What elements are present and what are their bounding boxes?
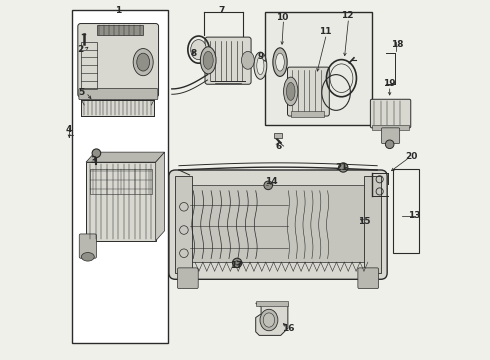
Text: 19: 19: [383, 79, 396, 88]
Bar: [256, 301, 288, 306]
Polygon shape: [256, 303, 288, 336]
Ellipse shape: [242, 51, 254, 69]
Bar: [274, 133, 282, 138]
Bar: [175, 176, 193, 273]
Text: 2: 2: [77, 45, 83, 54]
Text: 7: 7: [219, 6, 225, 15]
Ellipse shape: [203, 51, 213, 69]
Ellipse shape: [133, 49, 153, 76]
Ellipse shape: [273, 48, 287, 76]
Ellipse shape: [191, 40, 206, 60]
FancyBboxPatch shape: [177, 268, 198, 289]
FancyBboxPatch shape: [370, 99, 411, 128]
FancyBboxPatch shape: [288, 67, 329, 116]
Text: 11: 11: [319, 27, 332, 36]
FancyBboxPatch shape: [79, 234, 97, 258]
Text: 18: 18: [391, 40, 403, 49]
Ellipse shape: [339, 163, 348, 172]
Text: 21: 21: [335, 163, 348, 172]
Bar: [86, 162, 156, 241]
FancyBboxPatch shape: [169, 170, 387, 279]
Bar: [81, 42, 97, 89]
Text: 12: 12: [341, 11, 353, 20]
Text: 4: 4: [66, 126, 73, 135]
Text: 16: 16: [282, 324, 294, 333]
Bar: [292, 111, 323, 117]
Bar: [265, 12, 372, 125]
Text: 9: 9: [258, 52, 264, 61]
Text: 3: 3: [90, 156, 97, 165]
Bar: [393, 169, 419, 253]
Ellipse shape: [257, 57, 264, 75]
FancyBboxPatch shape: [358, 268, 379, 289]
Bar: [72, 10, 168, 342]
Text: 13: 13: [409, 211, 421, 220]
Ellipse shape: [254, 52, 267, 79]
FancyBboxPatch shape: [205, 37, 251, 84]
Bar: [372, 125, 409, 130]
Ellipse shape: [287, 82, 295, 100]
Text: 5: 5: [78, 88, 84, 97]
Text: 15: 15: [358, 217, 371, 226]
Bar: [364, 176, 381, 273]
Text: 17: 17: [230, 261, 243, 270]
Ellipse shape: [263, 313, 275, 327]
Text: 8: 8: [190, 49, 196, 58]
Ellipse shape: [264, 181, 272, 190]
Ellipse shape: [386, 140, 394, 149]
FancyBboxPatch shape: [79, 89, 158, 100]
Text: 20: 20: [405, 152, 417, 161]
Ellipse shape: [232, 258, 242, 267]
Polygon shape: [156, 152, 165, 241]
Bar: [90, 169, 152, 194]
Bar: [190, 185, 367, 262]
Ellipse shape: [200, 47, 216, 74]
Text: 10: 10: [276, 13, 289, 22]
Bar: [97, 25, 143, 35]
FancyBboxPatch shape: [381, 128, 400, 144]
Text: 1: 1: [115, 6, 122, 15]
Ellipse shape: [137, 53, 149, 71]
Ellipse shape: [284, 77, 298, 106]
Ellipse shape: [81, 252, 94, 261]
Text: 6: 6: [276, 141, 282, 150]
Text: 14: 14: [266, 177, 278, 186]
Ellipse shape: [276, 53, 284, 71]
Polygon shape: [81, 100, 154, 116]
Polygon shape: [86, 152, 165, 162]
Ellipse shape: [92, 149, 100, 157]
FancyBboxPatch shape: [78, 23, 159, 97]
Ellipse shape: [235, 261, 239, 265]
Ellipse shape: [260, 309, 278, 331]
